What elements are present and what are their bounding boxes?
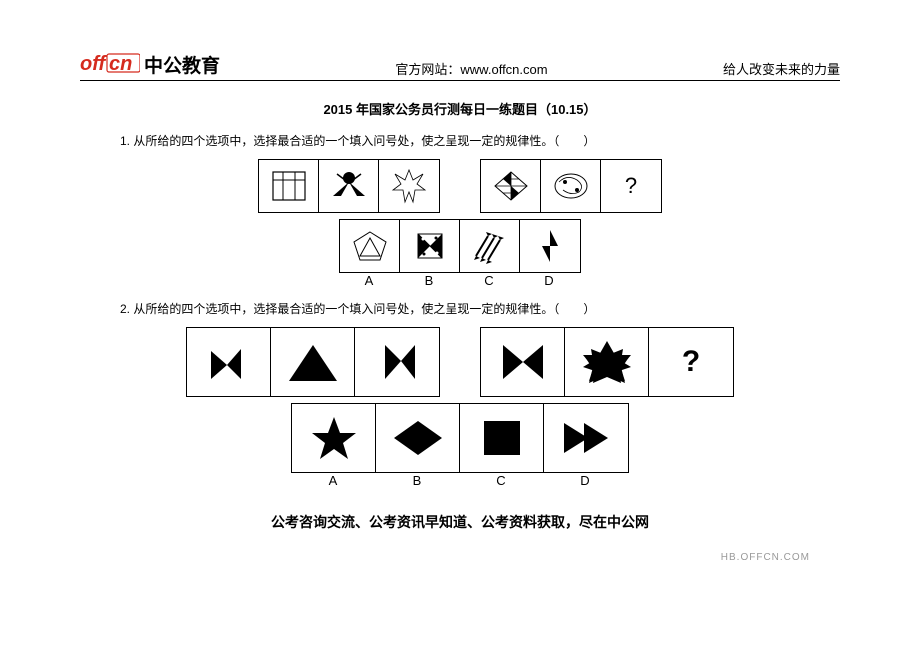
page-title: 2015 年国家公务员行测每日一练题目（10.15） — [80, 99, 840, 118]
q1-opt-b — [400, 220, 460, 272]
q2-options-block: A B C D — [291, 403, 629, 488]
question-1-figures: ? — [80, 159, 840, 288]
q1-num: 1. — [120, 134, 130, 148]
q1-label-a: A — [339, 273, 399, 288]
q2-option-labels: A B C D — [291, 473, 629, 488]
q2-label-c: C — [459, 473, 543, 488]
q2-cell-2 — [271, 328, 355, 396]
q2-label-d: D — [543, 473, 627, 488]
question-1-text: 1. 从所给的四个选项中，选择最合适的一个填入问号处，使之呈现一定的规律性。（ … — [120, 132, 840, 149]
header-center-label: 官方网站： — [395, 62, 460, 77]
q2-label-a: A — [291, 473, 375, 488]
q1-option-labels: A B C D — [339, 273, 581, 288]
watermark: HB.OFFCN.COM — [721, 552, 810, 563]
q1-right-group: ? — [480, 159, 662, 213]
header: off cn 中公教育 官方网站：www.offcn.com 给人改变未来的力量 — [80, 50, 840, 81]
q2-opt-c — [460, 404, 544, 472]
q2-label-b: B — [375, 473, 459, 488]
q1-cell-3 — [379, 160, 439, 212]
q2-option-cells — [291, 403, 629, 473]
q1-body: 从所给的四个选项中，选择最合适的一个填入问号处，使之呈现一定的规律性。（ ） — [133, 134, 595, 148]
q2-opt-b — [376, 404, 460, 472]
q2-cell-5 — [565, 328, 649, 396]
q1-sequence-row: ? — [258, 159, 662, 213]
q2-right-group: ? — [480, 327, 734, 397]
svg-text:off: off — [80, 53, 108, 75]
q2-num: 2. — [120, 302, 130, 316]
header-url: www.offcn.com — [460, 62, 547, 77]
q1-option-cells — [339, 219, 581, 273]
q1-label-b: B — [399, 273, 459, 288]
q2-body: 从所给的四个选项中，选择最合适的一个填入问号处，使之呈现一定的规律性。（ ） — [133, 302, 595, 316]
question-2-figures: ? — [80, 327, 840, 488]
q1-options-block: A B C D — [339, 219, 581, 288]
q1-opt-a — [340, 220, 400, 272]
q1-left-group — [258, 159, 440, 213]
question-2-text: 2. 从所给的四个选项中，选择最合适的一个填入问号处，使之呈现一定的规律性。（ … — [120, 300, 840, 317]
q2-opt-a — [292, 404, 376, 472]
document-page: off cn 中公教育 官方网站：www.offcn.com 给人改变未来的力量… — [0, 0, 920, 552]
q1-opt-c — [460, 220, 520, 272]
q2-left-group — [186, 327, 440, 397]
q1-cell-2 — [319, 160, 379, 212]
offcn-logo-icon: off cn — [80, 50, 140, 78]
q1-opt-d — [520, 220, 580, 272]
header-slogan: 给人改变未来的力量 — [723, 59, 840, 78]
q2-sequence-row: ? — [186, 327, 734, 397]
q1-cell-qmark: ? — [601, 160, 661, 212]
q1-label-c: C — [459, 273, 519, 288]
q2-opt-d — [544, 404, 628, 472]
q1-cell-4 — [481, 160, 541, 212]
logo-cn-text: 中公教育 — [144, 51, 220, 78]
q1-label-d: D — [519, 273, 579, 288]
q2-cell-1 — [187, 328, 271, 396]
q2-cell-3 — [355, 328, 439, 396]
header-center: 官方网站：www.offcn.com — [395, 59, 547, 78]
logo: off cn 中公教育 — [80, 50, 220, 78]
q1-cell-1 — [259, 160, 319, 212]
q1-cell-5 — [541, 160, 601, 212]
q2-cell-qmark: ? — [649, 328, 733, 396]
q2-cell-4 — [481, 328, 565, 396]
footer-text: 公考咨询交流、公考资讯早知道、公考资料获取，尽在中公网 — [80, 512, 840, 532]
